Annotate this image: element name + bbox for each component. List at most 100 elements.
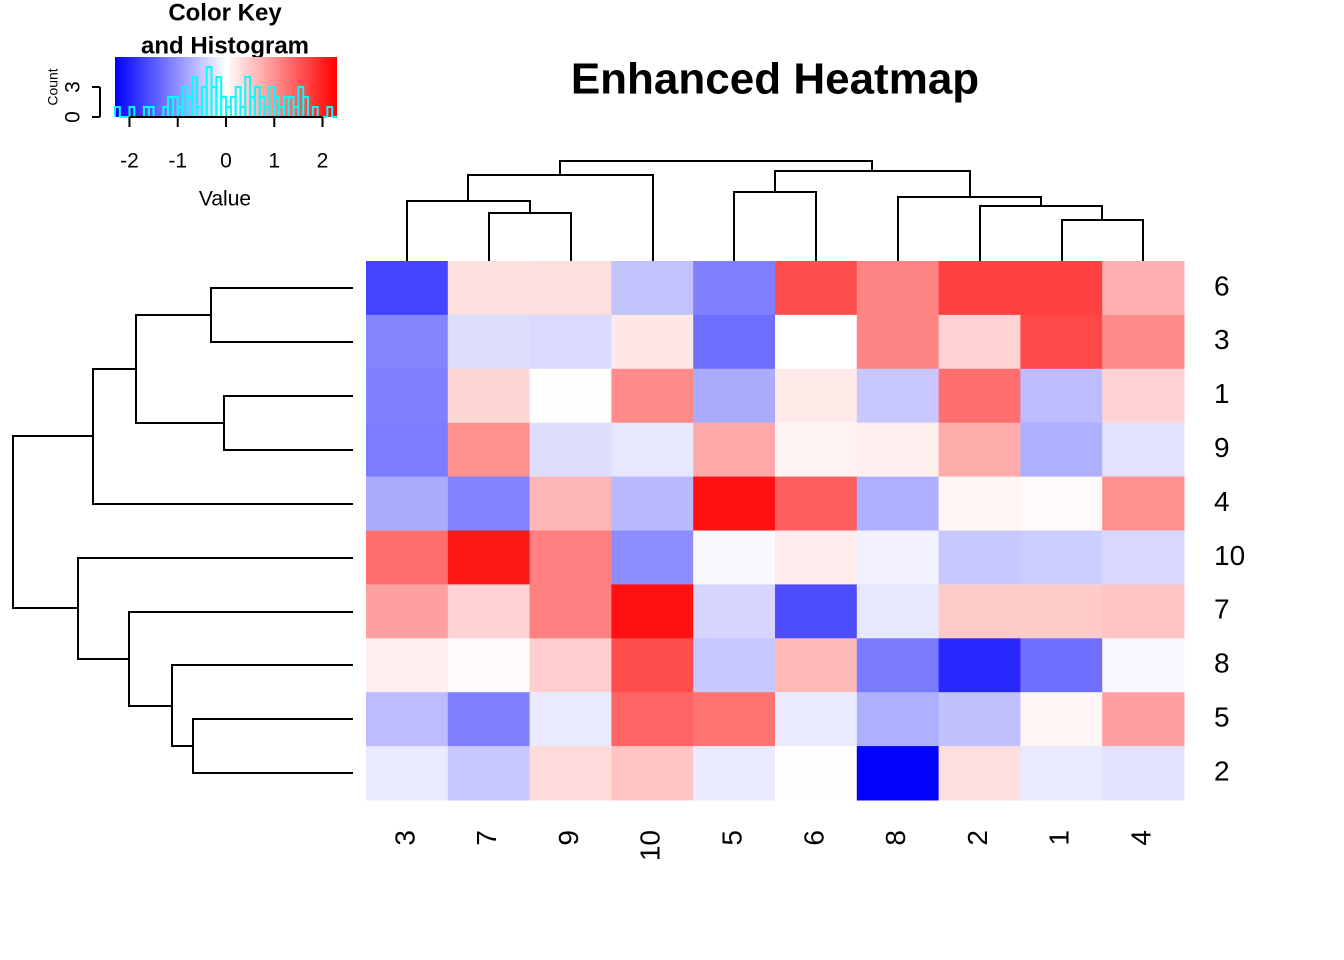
histogram-bar <box>114 106 121 117</box>
heatmap-cell <box>1020 638 1103 693</box>
histogram-bar <box>191 76 199 117</box>
row-label: 1 <box>1214 378 1230 409</box>
heatmap-cell <box>611 261 694 316</box>
heatmap-cell <box>1102 368 1185 424</box>
heatmap-cell <box>447 584 531 639</box>
heatmap-cell <box>856 476 940 531</box>
heatmap-cell <box>775 314 858 370</box>
heatmap-cell <box>366 746 449 801</box>
row-label: 5 <box>1214 702 1230 733</box>
heatmap-cell <box>1020 476 1103 531</box>
column-label: 3 <box>389 830 420 846</box>
histogram-bar <box>147 106 155 117</box>
histogram-bar <box>311 106 319 117</box>
column-label: 9 <box>553 830 584 846</box>
heatmap-cell <box>938 314 1021 370</box>
heatmap-cell <box>1020 368 1103 424</box>
heatmap-cell <box>366 422 449 478</box>
histogram-bar <box>234 86 242 117</box>
heatmap-cell <box>1020 746 1103 801</box>
heatmap-cell <box>1102 692 1185 747</box>
heatmap-cell <box>856 692 940 747</box>
heatmap-cell <box>693 692 776 747</box>
heatmap-cell <box>529 692 612 747</box>
heatmap-cell <box>775 584 858 639</box>
row-label: 8 <box>1214 648 1230 679</box>
key-x-tick-label: 1 <box>268 150 280 173</box>
heatmap-cell <box>938 584 1021 639</box>
heatmap-cell <box>611 368 694 424</box>
key-x-tick-label: -1 <box>168 150 187 173</box>
heatmap-cell <box>366 584 449 639</box>
heatmap-cell <box>693 422 776 478</box>
heatmap-cell <box>1102 746 1185 801</box>
heatmap-cell <box>529 746 612 801</box>
heatmap-cell <box>529 638 612 693</box>
heatmap-cell <box>1102 530 1185 585</box>
key-x-tick-label: -2 <box>120 150 139 173</box>
heatmap-cell <box>611 530 694 585</box>
heatmap-cell <box>611 584 694 639</box>
heatmap-cell <box>366 530 449 585</box>
heatmap-cell <box>938 476 1021 531</box>
heatmap-cell <box>529 314 612 370</box>
heatmap-cell <box>775 476 858 531</box>
heatmap-cell <box>856 638 940 693</box>
heatmap-cell <box>529 368 612 424</box>
row-label: 9 <box>1214 432 1230 463</box>
heatmap-cell <box>447 530 531 585</box>
row-label: 2 <box>1214 755 1230 786</box>
row-label: 4 <box>1214 486 1230 517</box>
heatmap-cell <box>611 638 694 693</box>
column-label: 2 <box>962 830 993 846</box>
heatmap-cell <box>1020 422 1103 478</box>
heatmap-cell <box>1102 314 1185 370</box>
heatmap-cell <box>447 476 531 531</box>
heatmap-cell <box>693 584 776 639</box>
key-y-label: Count <box>45 68 61 105</box>
heatmap-cell <box>1020 530 1103 585</box>
column-label: 5 <box>716 830 747 846</box>
heatmap-cell <box>775 368 858 424</box>
heatmap-cell <box>1102 584 1185 639</box>
heatmap-cell <box>611 422 694 478</box>
heatmap-cell <box>856 261 940 316</box>
heatmap-cell <box>693 530 776 585</box>
row-label: 10 <box>1214 540 1245 571</box>
heatmap-cell <box>366 314 449 370</box>
histogram-bar <box>128 106 136 117</box>
column-label: 4 <box>1125 830 1156 846</box>
heatmap-cell <box>775 422 858 478</box>
heatmap-cell <box>693 261 776 316</box>
heatmap-cell <box>1102 638 1185 693</box>
row-dendrogram <box>12 287 353 774</box>
heatmap-cell <box>775 261 858 316</box>
heatmap-cell <box>366 368 449 424</box>
heatmap-cell <box>447 368 531 424</box>
heatmap-cell <box>775 746 858 801</box>
column-label: 10 <box>635 830 666 861</box>
heatmap-cell <box>447 261 531 316</box>
heatmap-cell <box>447 692 531 747</box>
heatmap-cell <box>938 530 1021 585</box>
heatmap-cell <box>1102 476 1185 531</box>
heatmap-cell <box>529 422 612 478</box>
heatmap-cell <box>938 692 1021 747</box>
heatmap-cell <box>611 692 694 747</box>
heatmap-cell <box>529 261 612 316</box>
heatmap-cell <box>775 530 858 585</box>
key-x-label: Value <box>199 188 251 211</box>
heatmap-cell <box>856 368 940 424</box>
heatmap-cell <box>938 422 1021 478</box>
heatmap-cell <box>366 638 449 693</box>
column-dendrogram <box>406 160 1144 261</box>
key-x-tick-label: 2 <box>317 150 329 173</box>
heatmap-cell <box>1020 584 1103 639</box>
column-label: 6 <box>798 830 829 846</box>
heatmap-cell <box>938 746 1021 801</box>
heatmap-cell <box>1020 261 1103 316</box>
key-y-tick-label: 0 <box>62 111 85 123</box>
key-title: Color Key <box>168 0 282 26</box>
column-label: 7 <box>471 830 502 846</box>
